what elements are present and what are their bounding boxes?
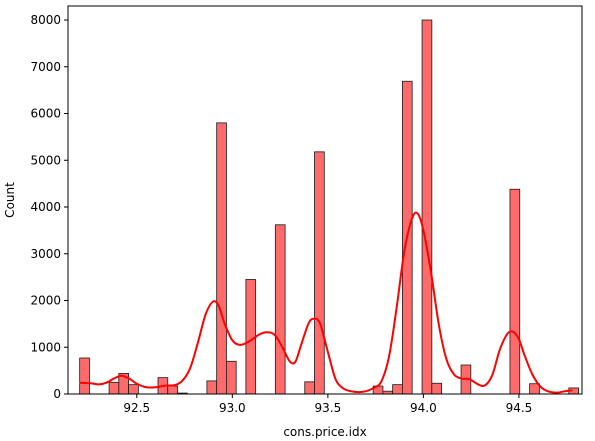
histogram-bar: [431, 382, 442, 395]
histogram-bar: [216, 122, 227, 395]
histogram-bar: [392, 384, 403, 395]
x-tick-label: 94.5: [506, 401, 533, 415]
x-axis-label: cons.price.idx: [283, 425, 366, 439]
plot-frame: [67, 5, 583, 395]
histogram-bar: [128, 384, 139, 395]
y-tick-label: 6000: [30, 107, 61, 121]
x-axis-ticks: 92.5 93.0 93.5 94.0 94.5: [123, 394, 532, 415]
histogram-bar: [314, 151, 325, 395]
x-tick-label: 93.5: [315, 401, 342, 415]
histogram-bar: [167, 385, 178, 395]
y-tick-label: 5000: [30, 153, 61, 167]
x-tick-label: 92.5: [123, 401, 150, 415]
y-tick-label: 4000: [30, 200, 61, 214]
histogram-bar: [206, 380, 218, 395]
y-tick-label: 7000: [30, 60, 61, 74]
histogram-bar: [304, 381, 315, 395]
histogram-bar: [529, 383, 540, 395]
histogram-bar: [225, 360, 237, 395]
y-axis-ticks: 0 1000 2000 3000 4000 5000 6000 7000 8000: [30, 13, 68, 401]
kde-curve: [79, 211, 573, 394]
y-tick-label: 8000: [30, 13, 61, 27]
histogram-bar: [274, 224, 286, 395]
x-tick-label: 94.0: [410, 401, 437, 415]
x-tick-label: 93.0: [219, 401, 246, 415]
histogram-bar: [421, 19, 433, 395]
histogram-bar: [79, 357, 90, 395]
histogram-bar: [108, 381, 120, 395]
y-tick-label: 3000: [30, 247, 61, 261]
y-tick-label: 0: [53, 387, 61, 401]
y-axis-label: Count: [3, 182, 17, 218]
y-tick-label: 2000: [30, 294, 61, 308]
y-tick-label: 1000: [30, 340, 61, 354]
histogram-bar: [509, 188, 521, 395]
